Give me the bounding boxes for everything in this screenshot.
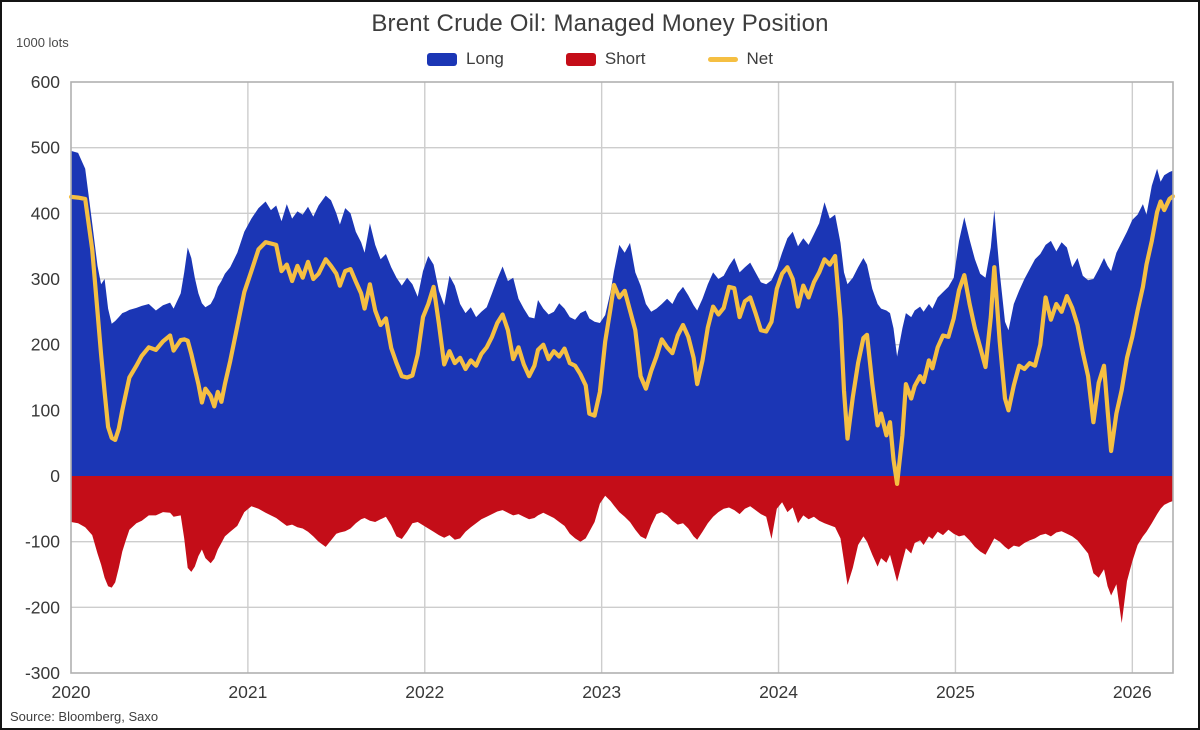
short-swatch-icon — [565, 52, 596, 66]
y-tick-label: 200 — [31, 335, 60, 355]
chart-title: Brent Crude Oil: Managed Money Position — [371, 10, 829, 37]
x-tick-label: 2024 — [759, 682, 798, 702]
y-tick-label: 300 — [31, 269, 60, 289]
y-axis-unit-label: 1000 lots — [16, 35, 69, 50]
x-tick-label: 2025 — [936, 682, 975, 702]
y-tick-label: 500 — [31, 138, 60, 158]
y-axis-tick-labels: 600 500 400 300 200 100 0 -100 -200 -300 — [25, 72, 60, 683]
x-tick-label: 2022 — [405, 682, 444, 702]
legend-item-long: Long — [427, 49, 504, 69]
net-line-series — [68, 194, 1176, 486]
x-tick-label: 2026 — [1113, 682, 1152, 702]
x-axis-tick-labels: 2020 2021 2022 2023 2024 2025 2026 — [52, 682, 1152, 702]
legend: Long Short Net — [2, 49, 1198, 69]
y-tick-label: 0 — [50, 466, 60, 486]
x-tick-label: 2021 — [228, 682, 267, 702]
legend-label-short: Short — [604, 49, 646, 68]
long-swatch-icon — [427, 52, 458, 66]
legend-label-long: Long — [466, 49, 504, 68]
y-tick-label: 100 — [31, 400, 60, 420]
x-tick-label: 2023 — [582, 682, 621, 702]
plot-border — [70, 81, 1174, 674]
net-line-swatch-icon — [707, 56, 738, 62]
y-tick-label: -100 — [25, 532, 60, 552]
legend-item-short: Short — [565, 49, 646, 69]
legend-label-net: Net — [746, 49, 773, 68]
short-area-series — [71, 476, 1173, 624]
y-tick-label: -300 — [25, 663, 60, 683]
source-note: Source: Bloomberg, Saxo — [10, 709, 159, 724]
long-area-series — [71, 150, 1173, 476]
y-tick-label: -200 — [25, 597, 60, 617]
y-tick-label: 400 — [31, 203, 60, 223]
x-tick-label: 2020 — [52, 682, 91, 702]
y-tick-label: 600 — [31, 72, 60, 92]
legend-item-net: Net — [707, 49, 773, 69]
